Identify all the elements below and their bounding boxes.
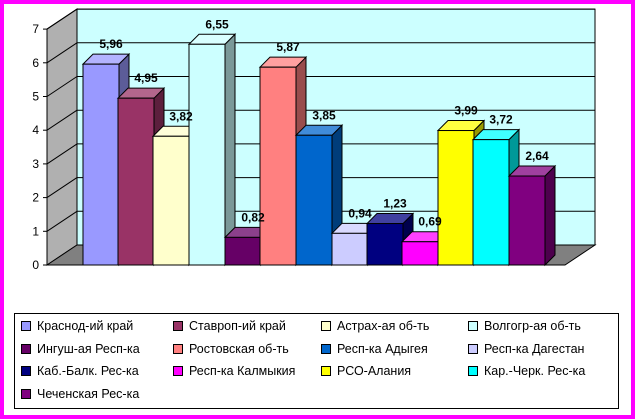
data-label: 5,96 (99, 37, 123, 51)
bar-front (508, 175, 546, 266)
legend-item: Ростовская об-ть (173, 340, 289, 358)
bar (365, 212, 415, 267)
bar-front (152, 135, 190, 266)
legend-item: Респ-ка Калмыкия (173, 362, 295, 380)
chart-side-wall (46, 8, 78, 266)
bar-front (331, 232, 369, 266)
legend-swatch (21, 321, 31, 331)
y-tick-label: 1 (32, 224, 39, 238)
legend-swatch (321, 366, 331, 376)
bar-side (544, 164, 556, 267)
legend-swatch (468, 366, 478, 376)
bar-front (117, 97, 155, 266)
data-label: 3,82 (169, 109, 193, 123)
legend-label: Респ-ка Адыгея (337, 341, 428, 356)
legend-label: РСО-Алания (337, 364, 412, 378)
legend-label: Чеченская Рес-ка (37, 386, 140, 401)
bar-front (259, 66, 297, 266)
legend-label: Волгогр-ая об-ть (484, 319, 581, 333)
data-label: 3,72 (489, 113, 513, 127)
data-label: 1,23 (383, 197, 407, 211)
legend-item: Ингуш-ая Респ-ка (21, 340, 140, 358)
legend-swatch (321, 321, 331, 331)
gridline-diagonal (46, 8, 78, 30)
gridline-diagonal (46, 76, 78, 97)
legend-swatch (173, 343, 183, 354)
bar (507, 164, 557, 267)
bar-front (366, 223, 404, 266)
legend-item: Волгогр-ая об-ть (468, 317, 581, 335)
legend-item: РСО-Алания (321, 362, 411, 380)
data-label: 0,82 (241, 210, 265, 224)
legend-label: Ставроп-ий край (189, 319, 286, 333)
legend-label: Каб.-Балк. Рес-ка (37, 364, 139, 378)
legend-swatch (173, 366, 183, 376)
legend-item: Респ-ка Адыгея (321, 340, 428, 358)
legend-label: Ростовская об-ть (189, 341, 289, 356)
bar-front (224, 236, 262, 266)
bar-front (437, 130, 475, 266)
y-tick-label: 2 (32, 191, 39, 205)
bar-front (295, 134, 333, 266)
legend-label: Респ-ка Дагестан (484, 341, 585, 356)
chart-legend: Краснод-ий край Ставроп-ий край Астрах-ая … (14, 313, 619, 409)
bar-front (188, 43, 226, 266)
legend-item: Чеченская Рес-ка (21, 385, 139, 403)
y-tick-label: 5 (32, 90, 39, 104)
y-tick-label: 3 (32, 157, 39, 171)
data-label: 5,87 (276, 40, 300, 54)
legend-swatch (21, 366, 31, 376)
legend-item: Краснод-ий край (21, 317, 133, 335)
legend-label: Кар.-Черк. Рес-ка (484, 364, 586, 378)
legend-label: Краснод-ий край (37, 319, 134, 333)
bar-front (82, 63, 120, 266)
legend-swatch (21, 343, 31, 354)
legend-swatch (468, 321, 478, 331)
gridline-diagonal (46, 143, 78, 165)
bar-front (472, 139, 510, 266)
gridline-diagonal (46, 109, 78, 131)
data-label: 6,55 (205, 17, 229, 31)
y-tick-label: 7 (32, 22, 39, 36)
legend-label: Респ-ка Калмыкия (189, 364, 296, 378)
gridline-diagonal (46, 210, 78, 232)
legend-label: Астрах-ая об-ть (337, 319, 430, 333)
bar (187, 33, 237, 267)
y-tick-label: 0 (32, 258, 39, 272)
y-tick-label: 4 (32, 123, 39, 137)
gridline-diagonal (46, 177, 78, 199)
data-label: 0,94 (348, 206, 372, 220)
legend-swatch (173, 321, 183, 331)
legend-swatch (468, 343, 478, 354)
data-label: 4,95 (134, 71, 158, 85)
gridline-diagonal (46, 42, 78, 64)
y-tick-label: 6 (32, 56, 39, 70)
bar-front (401, 241, 439, 266)
legend-item: Астрах-ая об-ть (321, 317, 429, 335)
data-label: 3,99 (454, 104, 478, 118)
legend-item: Каб.-Балк. Рес-ка (21, 362, 139, 380)
legend-item: Респ-ка Дагестан (468, 340, 584, 358)
legend-swatch (21, 388, 31, 399)
data-label: 3,85 (312, 108, 336, 122)
data-label: 2,64 (525, 149, 549, 163)
legend-swatch (321, 343, 331, 354)
legend-item: Ставроп-ий край (173, 317, 286, 335)
legend-item: Кар.-Черк. Рес-ка (468, 362, 585, 380)
legend-label: Ингуш-ая Респ-ка (37, 341, 140, 356)
data-label: 0,69 (418, 215, 442, 229)
